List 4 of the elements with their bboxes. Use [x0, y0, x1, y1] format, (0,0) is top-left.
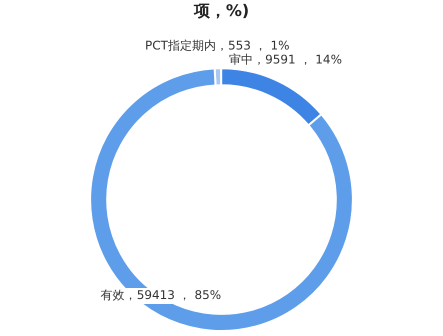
- slice-label: 审中，9591 ， 14%: [229, 52, 342, 66]
- chart-title: 项，%): [192, 0, 250, 20]
- slice-label: PCT指定期内，553 ， 1%: [145, 38, 290, 52]
- slice-label: 有效，59413 ， 85%: [100, 288, 222, 302]
